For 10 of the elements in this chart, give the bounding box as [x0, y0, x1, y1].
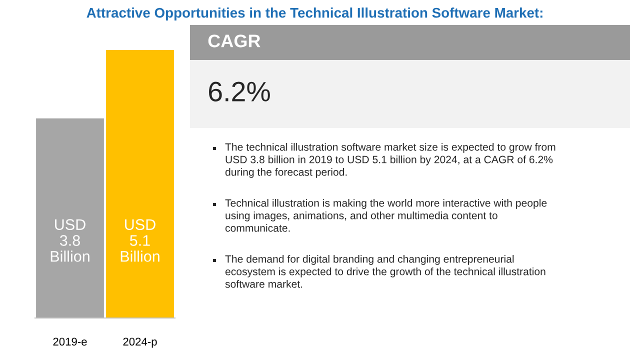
text: 6.2% — [209, 82, 270, 102]
text: CAGR — [208, 34, 260, 48]
data-label: USD 5.1 Billion — [120, 219, 160, 262]
text: The demand for digital branding and changing entrepreneurial ecosystem is expected to drive the growth of the technical illustration software market. — [225, 255, 546, 288]
text: The technical illustration software market size is expected to grow from USD 3.8 billion in 2019 to USD 5.1 billion by 2024, at a CAGR of 6.2% during the forecast period. — [225, 143, 556, 178]
text: Attractive Opportunities in the Technical Illustration Software Market: — [86, 8, 542, 20]
text: Technical illustration is making the world more interactive with people using images, animations, and other multimedia content to communicate. — [225, 199, 547, 232]
data-label: USD 3.8 Billion — [50, 219, 90, 262]
x-tick-label: 2024-p — [123, 338, 157, 348]
x-tick-label: 2019-e — [53, 338, 87, 346]
